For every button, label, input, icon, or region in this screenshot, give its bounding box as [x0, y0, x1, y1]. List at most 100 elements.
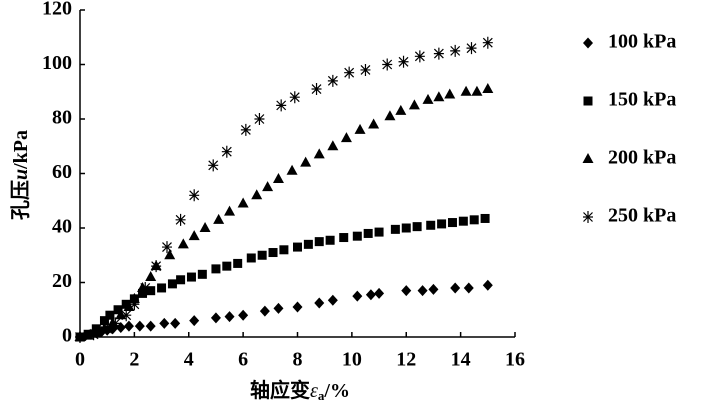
legend-marker: [583, 211, 593, 223]
x-tick-label: 2: [129, 349, 139, 371]
data-point: [408, 99, 420, 110]
data-point: [340, 132, 352, 143]
data-point: [469, 215, 479, 225]
data-point: [426, 220, 436, 230]
x-tick-label: 10: [342, 349, 362, 371]
data-point: [289, 91, 300, 104]
data-point: [210, 312, 221, 324]
data-point: [222, 261, 232, 271]
data-point: [123, 320, 134, 332]
data-point: [414, 50, 425, 63]
data-point: [224, 205, 236, 216]
data-point: [398, 55, 409, 68]
data-point: [384, 110, 396, 121]
data-point: [128, 292, 140, 303]
y-tick-label: 100: [42, 52, 72, 74]
data-point: [145, 271, 157, 282]
data-point: [286, 164, 298, 175]
legend-marker: [583, 37, 593, 49]
data-point: [272, 172, 284, 183]
data-point: [262, 181, 274, 192]
data-point: [401, 285, 412, 297]
data-point: [164, 249, 176, 260]
data-point: [354, 123, 366, 134]
x-label-symbol: ε: [310, 380, 318, 402]
data-point: [167, 279, 177, 289]
data-point: [105, 310, 115, 320]
data-point: [314, 297, 325, 309]
data-point: [159, 317, 170, 329]
data-point: [211, 264, 221, 274]
data-point: [99, 316, 109, 326]
data-point: [374, 287, 385, 299]
data-point: [251, 189, 263, 200]
x-tick-label: 4: [184, 349, 194, 371]
data-point: [177, 238, 189, 249]
data-point: [352, 231, 362, 241]
data-point: [186, 272, 196, 282]
data-point: [237, 197, 249, 208]
legend-label: 250 kPa: [608, 205, 676, 227]
data-point: [170, 317, 181, 329]
y-label-prefix: 孔压: [9, 180, 32, 220]
x-tick-label: 6: [238, 349, 248, 371]
data-point: [327, 294, 338, 306]
x-label-prefix: 轴应变: [250, 378, 310, 402]
data-point: [450, 44, 461, 57]
data-point: [300, 156, 312, 167]
data-point: [176, 275, 186, 285]
data-point: [121, 309, 132, 322]
data-point: [433, 47, 444, 60]
data-point: [480, 213, 490, 223]
legend-label: 200 kPa: [608, 147, 676, 169]
y-tick-label: 80: [52, 107, 72, 129]
data-point: [140, 281, 151, 294]
data-point: [437, 219, 447, 229]
data-point: [115, 321, 126, 333]
data-point: [129, 298, 140, 311]
data-point: [233, 258, 243, 268]
data-point: [113, 305, 123, 315]
data-point: [458, 216, 468, 226]
x-tick-label: 0: [75, 349, 85, 371]
data-point: [471, 85, 483, 96]
data-point: [276, 99, 287, 112]
data-point: [121, 299, 131, 309]
data-point: [365, 289, 376, 301]
data-point: [238, 309, 249, 321]
x-tick-label: 16: [505, 349, 525, 371]
data-point: [254, 113, 265, 125]
data-point: [382, 58, 393, 71]
data-point: [268, 248, 278, 258]
data-point: [162, 241, 172, 254]
data-point: [273, 302, 284, 314]
legend-marker: [583, 96, 593, 106]
data-point: [134, 320, 145, 332]
y-axis-label: 孔压u/kPa: [9, 130, 32, 220]
data-point: [221, 145, 232, 158]
data-point: [224, 311, 235, 323]
data-point: [368, 118, 380, 129]
data-point: [303, 239, 313, 249]
data-point: [352, 290, 363, 302]
data-point: [363, 228, 373, 238]
data-point: [311, 83, 322, 96]
data-point: [390, 224, 400, 234]
data-point: [466, 42, 477, 55]
data-point: [339, 233, 349, 243]
x-tick-label: 14: [451, 349, 471, 371]
data-point: [327, 140, 339, 151]
data-point: [157, 283, 167, 293]
data-point: [460, 85, 472, 96]
data-point: [88, 328, 99, 341]
data-point: [240, 123, 251, 136]
data-point: [422, 93, 434, 104]
data-point: [395, 104, 407, 115]
data-point: [482, 279, 493, 291]
data-point: [213, 213, 225, 224]
data-point: [374, 227, 384, 237]
data-point: [444, 88, 456, 99]
data-point: [102, 322, 113, 335]
y-tick-label: 0: [62, 325, 72, 347]
